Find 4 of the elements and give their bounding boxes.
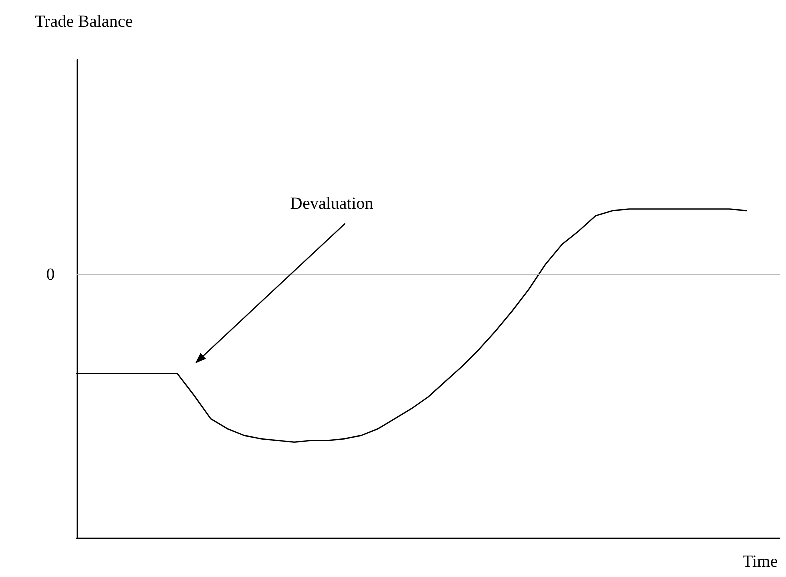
ref-line-label: 0 — [46, 265, 55, 284]
annotation: Devaluation — [290, 194, 374, 214]
text: Trade Balance — [35, 12, 134, 32]
text: Time — [742, 552, 778, 572]
